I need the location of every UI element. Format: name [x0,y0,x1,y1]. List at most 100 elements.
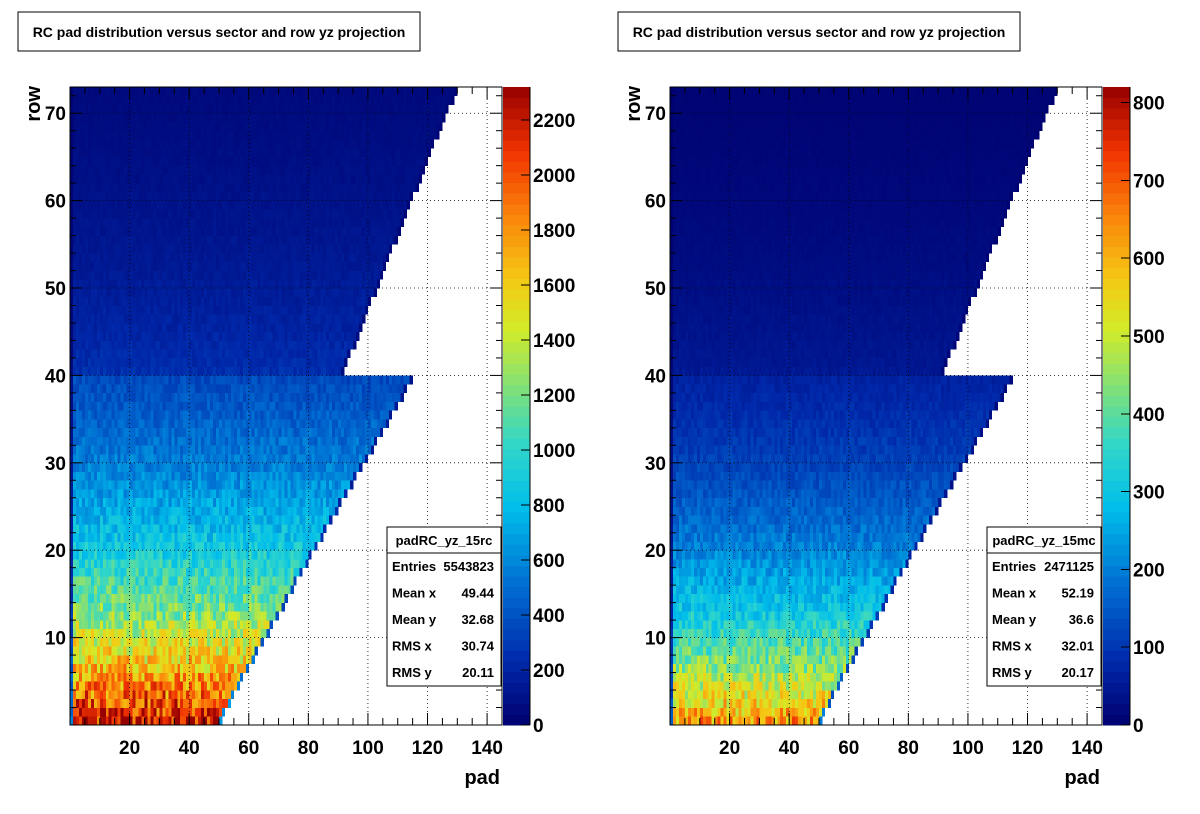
heatmap-cell [341,261,345,271]
heatmap-cell [245,576,250,586]
heatmap-cell [239,628,244,638]
heatmap-cell [221,401,226,411]
heatmap-cell [189,593,193,603]
heatmap-cell [370,401,375,411]
heatmap-cell [221,288,226,298]
heatmap-cell [75,663,80,673]
heatmap-cell [242,637,247,647]
heatmap-cell [120,226,124,236]
heatmap-cell [281,384,285,394]
heatmap-cell [147,646,151,656]
heatmap-cell [272,480,276,490]
heatmap-cell [156,462,160,472]
heatmap-cell [147,305,151,315]
heatmap-cell [171,532,175,542]
heatmap-cell [72,515,77,525]
heatmap-cell [174,226,178,236]
heatmap-cell [189,690,193,700]
heatmap-cell [251,261,256,271]
heatmap-cell [230,427,235,437]
heatmap-cell [210,462,214,472]
heatmap-cell [132,349,136,359]
heatmap-cell [135,523,139,534]
heatmap-cell [213,602,217,612]
heatmap-cell [242,576,247,586]
heatmap-cell [156,532,160,542]
heatmap-cell [192,489,196,499]
heatmap-cell [90,322,95,333]
heatmap-cell [338,410,342,420]
heatmap-cell [126,541,130,551]
heatmap-cell [221,593,226,603]
heatmap-cell [245,235,250,245]
heatmap-cell [117,497,121,507]
heatmap-cell [260,497,264,507]
heatmap-cell [230,296,235,306]
heatmap-cell [135,296,139,306]
heatmap-cell [233,419,238,429]
heatmap-cell [278,419,282,429]
heatmap-cell [290,384,294,394]
heatmap-cell [251,305,256,315]
heatmap-cell [269,349,273,359]
heatmap-cell [236,593,241,603]
heatmap-cell [311,445,315,455]
heatmap-cell [126,384,130,394]
heatmap-cell [257,270,261,280]
heatmap-cell [126,506,130,516]
heatmap-cell [129,375,133,385]
heatmap-cell [153,279,157,289]
heatmap-cell [201,296,205,306]
heatmap-cell [183,506,187,516]
heatmap-cell [87,620,92,630]
heatmap-cell [186,655,190,665]
heatmap-cell [236,235,241,245]
heatmap-cell [171,296,175,306]
heatmap-cell [302,445,306,455]
heatmap-cell [245,567,250,577]
heatmap-cell [299,471,303,481]
heatmap-cell [138,585,142,595]
heatmap-cell [183,646,187,656]
heatmap-cell [379,427,384,437]
heatmap-cell [132,506,136,516]
heatmap-cell [96,646,101,656]
heatmap-cell [105,628,110,638]
heatmap-cell [224,235,229,245]
heatmap-cell [224,523,229,534]
heatmap-cell [195,655,199,665]
heatmap-cell [311,261,315,271]
heatmap-cell [90,698,95,708]
heatmap-cell [189,550,193,560]
heatmap-cell [105,541,110,551]
heatmap-cell [347,454,351,464]
heatmap-cell [153,340,157,350]
heatmap-cell [344,427,348,437]
heatmap-cell [159,707,163,717]
heatmap-cell [195,628,199,638]
heatmap-cell [99,462,104,472]
heatmap-cell [305,454,309,464]
heatmap-cell [120,314,124,324]
heatmap-cell [87,340,92,350]
heatmap-cell [189,454,193,464]
heatmap-cell [207,427,211,437]
heatmap-cell [159,611,163,621]
heatmap-cell [385,401,390,411]
heatmap-cell [329,261,333,271]
heatmap-cell [394,392,399,402]
heatmap-cell [195,611,199,621]
heatmap-cell [171,707,175,717]
heatmap-cell [201,445,205,455]
heatmap-cell [221,585,226,595]
heatmap-cell [242,445,247,455]
heatmap-cell [245,340,250,350]
heatmap-cell [317,532,321,542]
heatmap-cell [174,445,178,455]
heatmap-cell [183,628,187,638]
heatmap-cell [129,611,133,621]
heatmap-cell [215,620,220,630]
heatmap-cell [174,716,178,726]
heatmap-cell [141,462,145,472]
heatmap-cell [242,305,247,315]
